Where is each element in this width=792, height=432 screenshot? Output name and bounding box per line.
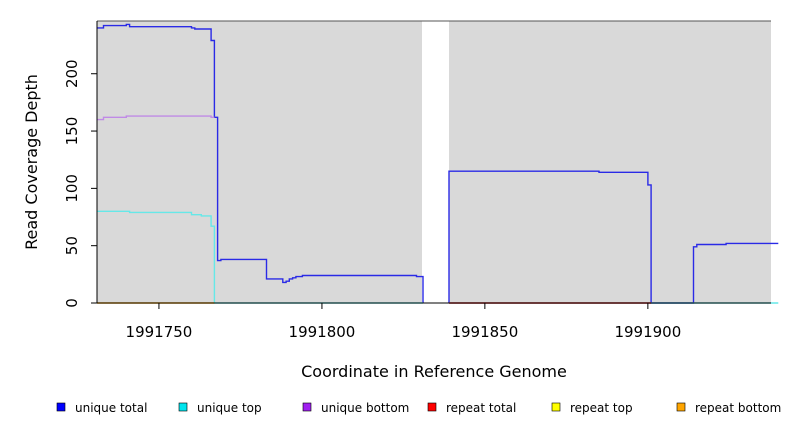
y-tick-label-100: 100: [63, 174, 81, 203]
legend-label-unique-total: unique total: [75, 401, 147, 415]
x-tick-label-1991900: 1991900: [614, 323, 681, 341]
plot-panel-right: [449, 21, 771, 303]
axes: 0 50 100 150 200 1991750 1991800 1991850 1991900: [63, 21, 771, 341]
legend-swatch-unique-total: [56, 402, 66, 412]
series-line-unique-top-0: [97, 210, 423, 304]
y-axis-title: Read Coverage Depth: [22, 74, 41, 250]
y-tick-label-150: 150: [63, 117, 81, 146]
legend-swatch-unique-bottom: [302, 402, 312, 412]
legend-label-unique-bottom: unique bottom: [321, 401, 409, 415]
x-tick-label-1991850: 1991850: [451, 323, 518, 341]
x-axis-title: Coordinate in Reference Genome: [301, 362, 567, 381]
legend: unique total unique top unique bottom repea…: [56, 401, 781, 415]
series-line-unique-bottom-0: [97, 115, 215, 121]
y-tick-label-200: 200: [63, 59, 81, 88]
legend-label-unique-top: unique top: [197, 401, 262, 415]
y-tick-label-0: 0: [63, 298, 81, 308]
legend-label-repeat-top: repeat top: [570, 401, 633, 415]
plot-panel-left: [97, 21, 422, 303]
legend-swatch-repeat-total: [427, 402, 437, 412]
legend-label-repeat-total: repeat total: [446, 401, 516, 415]
y-tick-label-50: 50: [63, 236, 81, 255]
x-tick-label-1991800: 1991800: [289, 323, 356, 341]
series-line-unique-total-0: [97, 23, 424, 303]
legend-swatch-repeat-bottom: [676, 402, 686, 412]
legend-swatch-repeat-top: [551, 402, 561, 412]
legend-swatch-unique-top: [178, 402, 188, 412]
plot-background: [97, 20, 771, 303]
legend-label-repeat-bottom: repeat bottom: [695, 401, 781, 415]
x-tick-label-1991750: 1991750: [126, 323, 193, 341]
